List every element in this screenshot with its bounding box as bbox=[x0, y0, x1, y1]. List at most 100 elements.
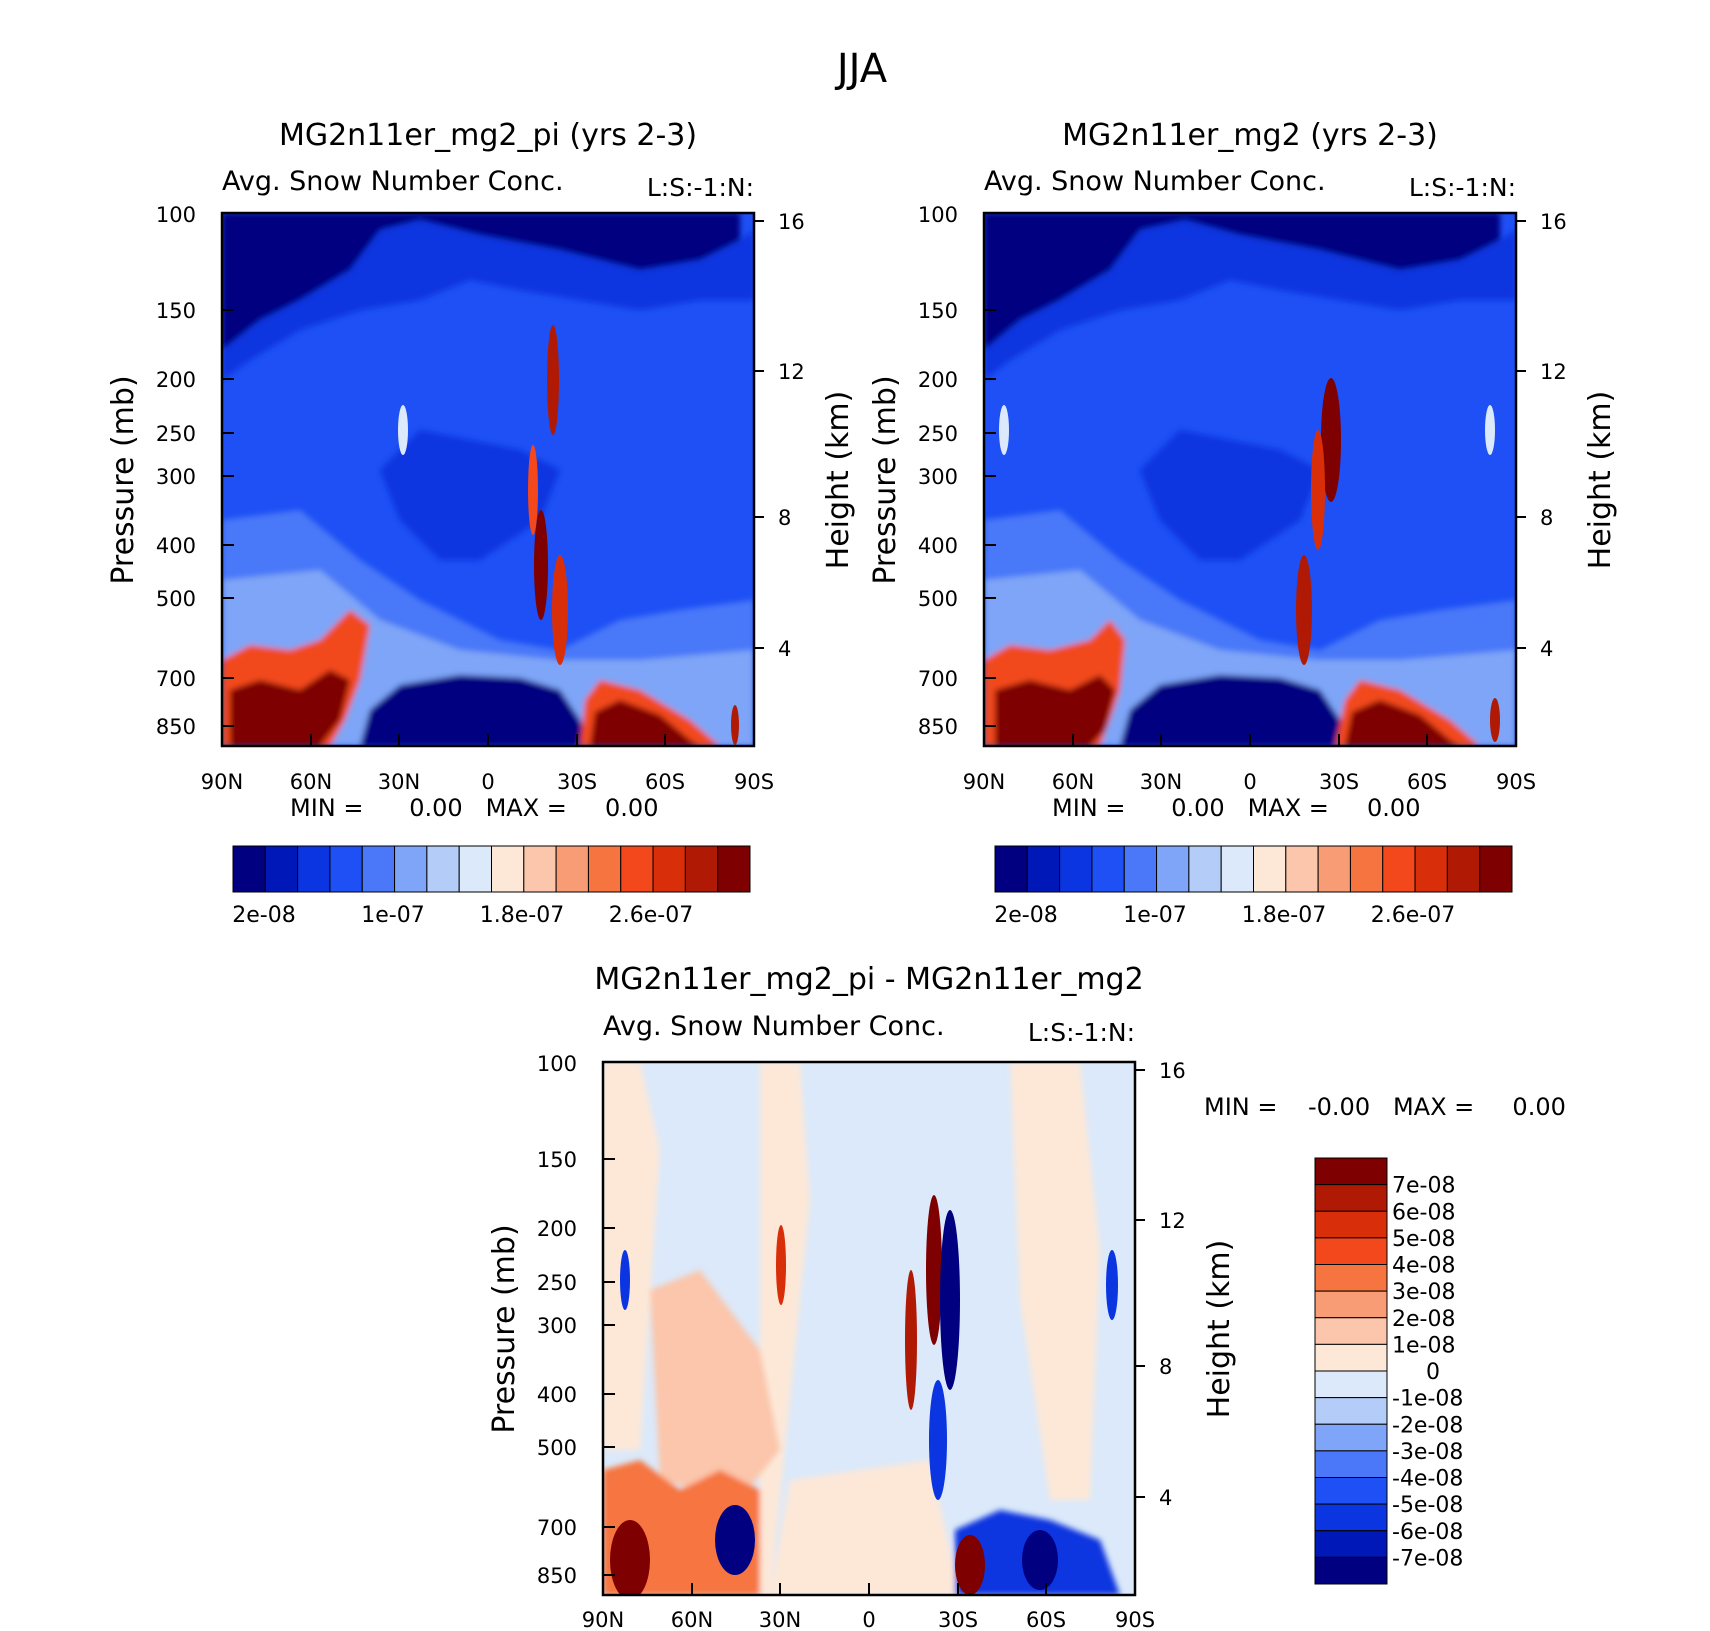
panel-b-colorbar-swatch bbox=[1382, 845, 1416, 893]
colorbar-label: 6e-08 bbox=[1392, 1200, 1455, 1225]
panel-c-warm-zone-1 bbox=[603, 1062, 660, 1450]
colorbar-label: 5e-08 bbox=[1392, 1227, 1455, 1252]
panel-c-units: L:S:-1:N: bbox=[1028, 1018, 1135, 1047]
panel-c-colorbar-swatch bbox=[1314, 1343, 1388, 1372]
tick-label: 90S bbox=[1115, 1608, 1155, 1631]
panel-b-ylabel: Pressure (mb) bbox=[868, 375, 903, 584]
panel-a-subtitle: Avg. Snow Number Conc. bbox=[222, 166, 564, 197]
panel-a-units: L:S:-1:N: bbox=[647, 173, 754, 202]
tick-label: 700 bbox=[537, 1516, 577, 1540]
panel-a-colorbar-swatch bbox=[232, 845, 266, 893]
panel-b-colorbar-swatch bbox=[1026, 845, 1061, 893]
panel-b-colorbar-swatch bbox=[1285, 845, 1319, 893]
panel-a-tick-marks bbox=[221, 212, 764, 746]
panel-b-colorbar-swatch bbox=[1156, 845, 1190, 893]
panel-b-colorbar-swatch bbox=[1349, 845, 1384, 893]
panel-c-plume-red-2 bbox=[905, 1270, 917, 1410]
tick-label: 30N bbox=[378, 770, 420, 794]
tick-label: 100 bbox=[156, 203, 196, 227]
panel-c-colorbar-swatch bbox=[1314, 1157, 1388, 1186]
panel-a-plume-3 bbox=[552, 555, 568, 665]
panel-c-stats: MIN = -0.00 MAX = 0.00 bbox=[1204, 1093, 1566, 1121]
panel-c: MG2n11er_mg2_pi - MG2n11er_mg2 Avg. Snow… bbox=[487, 962, 1566, 1631]
tick-label: 30N bbox=[759, 1608, 801, 1631]
panel-c-colorbar-swatch bbox=[1314, 1477, 1388, 1505]
panel-a-y-ticks: 100 150 200 250 300 400 500 700 850 bbox=[156, 203, 196, 739]
panel-a-plume-2 bbox=[534, 510, 548, 620]
tick-label: 500 bbox=[537, 1436, 577, 1460]
panel-c-tick-marks bbox=[602, 1061, 1145, 1595]
panel-b: MG2n11er_mg2 (yrs 2-3) Avg. Snow Number … bbox=[868, 118, 1618, 928]
panel-a-colorbar-swatch bbox=[394, 845, 428, 893]
panel-c-colorbar-swatch bbox=[1314, 1423, 1388, 1452]
colorbar-label: -2e-08 bbox=[1392, 1413, 1463, 1438]
panel-b-subtitle: Avg. Snow Number Conc. bbox=[984, 166, 1326, 197]
panel-c-colorbar-swatch bbox=[1314, 1317, 1388, 1345]
panel-a-colorbar-swatch bbox=[264, 845, 299, 893]
colorbar-label: 1.8e-07 bbox=[480, 903, 564, 928]
panel-b-colorbar-swatch bbox=[1091, 845, 1125, 893]
panel-a-colorbar-swatch bbox=[491, 845, 525, 893]
panel-b-title: MG2n11er_mg2 (yrs 2-3) bbox=[1062, 118, 1438, 153]
panel-a-colorbar-swatch bbox=[684, 845, 719, 893]
tick-label: 16 bbox=[1159, 1059, 1186, 1083]
tick-label: 30S bbox=[938, 1608, 978, 1631]
panel-b-height-ticks: 16 12 8 4 bbox=[1540, 210, 1567, 661]
panel-c-colorbar-swatch bbox=[1314, 1556, 1388, 1585]
tick-label: 8 bbox=[1159, 1355, 1172, 1379]
colorbar-label: 1e-08 bbox=[1392, 1333, 1455, 1358]
tick-label: 100 bbox=[537, 1052, 577, 1076]
panel-b-colorbar-swatch bbox=[1188, 845, 1222, 893]
tick-label: 150 bbox=[537, 1148, 577, 1172]
colorbar-label: 1e-07 bbox=[1123, 903, 1186, 928]
panel-c-colorbar-swatch bbox=[1314, 1290, 1388, 1319]
panel-b-colorbar-swatch bbox=[1479, 845, 1513, 893]
panel-a-plume-1 bbox=[547, 325, 559, 435]
panel-c-colorbar-swatch bbox=[1314, 1450, 1388, 1478]
tick-label: 300 bbox=[918, 465, 958, 489]
panel-a-ylabel: Pressure (mb) bbox=[106, 375, 141, 584]
panel-b-tick-marks bbox=[983, 212, 1526, 746]
panel-a-stats: MIN = 0.00 MAX = 0.00 bbox=[290, 794, 658, 822]
tick-label: 30N bbox=[1140, 770, 1182, 794]
panel-c-colorbar-swatch bbox=[1314, 1397, 1388, 1425]
panel-c-spot-blue-2 bbox=[1106, 1250, 1118, 1320]
tick-label: 60S bbox=[1407, 770, 1447, 794]
colorbar-label: -1e-08 bbox=[1392, 1387, 1463, 1412]
colorbar-label: 2.6e-07 bbox=[609, 903, 693, 928]
tick-label: 700 bbox=[156, 667, 196, 691]
panel-c-field bbox=[603, 1062, 1135, 1595]
tick-label: 400 bbox=[918, 534, 958, 558]
panel-a-upper-dark bbox=[222, 213, 740, 350]
panel-a-spot-1 bbox=[398, 405, 408, 455]
panel-a-ylabel-right: Height (km) bbox=[821, 391, 856, 570]
panel-a-colorbar-swatch bbox=[426, 845, 460, 893]
tick-label: 250 bbox=[156, 422, 196, 446]
tick-label: 300 bbox=[156, 465, 196, 489]
colorbar-label: 7e-08 bbox=[1392, 1174, 1455, 1199]
tick-label: 60S bbox=[645, 770, 685, 794]
panel-a-colorbar-swatch bbox=[458, 845, 492, 893]
panel-c-plume-red bbox=[926, 1195, 942, 1345]
tick-label: 150 bbox=[918, 299, 958, 323]
panel-c-x-ticks: 90N 60N 30N 0 30S 60S 90S bbox=[582, 1608, 1155, 1631]
colorbar-label: 3e-08 bbox=[1392, 1280, 1455, 1305]
panel-b-spot-2 bbox=[1485, 405, 1495, 455]
colorbar-label: 2e-08 bbox=[1392, 1307, 1455, 1332]
panel-c-colorbar-swatch bbox=[1314, 1184, 1388, 1212]
tick-label: 250 bbox=[918, 422, 958, 446]
tick-label: 150 bbox=[156, 299, 196, 323]
panel-a-upper-mid bbox=[222, 220, 754, 380]
tick-label: 90S bbox=[734, 770, 774, 794]
panel-a-field bbox=[222, 213, 754, 746]
colorbar-label: 2e-08 bbox=[232, 903, 295, 928]
panel-b-x-ticks: 90N 60N 30N 0 30S 60S 90S bbox=[963, 770, 1536, 794]
panel-a-surface-dark bbox=[360, 675, 590, 746]
tick-label: 8 bbox=[778, 506, 791, 530]
tick-label: 30S bbox=[1319, 770, 1359, 794]
panel-c-colorbar-swatch bbox=[1314, 1503, 1388, 1532]
colorbar-label: -4e-08 bbox=[1392, 1467, 1463, 1492]
panel-c-colorbar-swatch bbox=[1314, 1370, 1388, 1399]
panel-c-warm-zone-2 bbox=[760, 1062, 810, 1595]
